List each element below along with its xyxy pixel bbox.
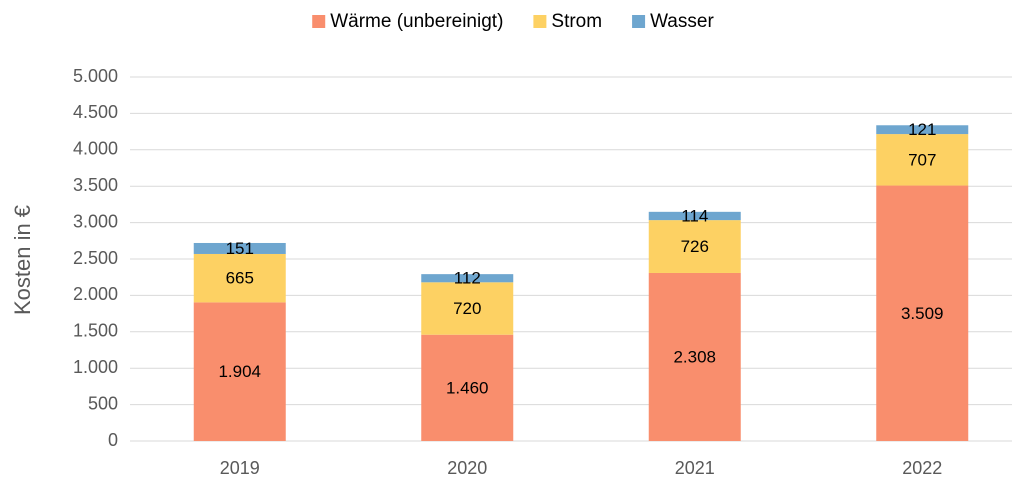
bar-segment (421, 282, 514, 335)
bar-segment (193, 302, 286, 441)
legend-swatch (632, 15, 646, 28)
bar-segment (876, 125, 969, 135)
data-label: 121 (908, 120, 936, 139)
y-axis-label: Kosten in € (10, 205, 35, 315)
bar-segment (193, 253, 286, 303)
data-label: 1.460 (446, 378, 489, 397)
x-tick-label: 2019 (220, 458, 260, 478)
x-tick-label: 2020 (447, 458, 487, 478)
data-label: 112 (454, 269, 481, 288)
legend-label: Strom (551, 11, 602, 32)
y-tick-label: 2.500 (73, 248, 118, 268)
y-tick-label: 1.500 (73, 321, 118, 341)
x-tick-label: 2021 (675, 458, 715, 478)
data-label: 2.308 (673, 347, 716, 366)
y-tick-label: 3.000 (73, 211, 118, 231)
bar-segment (648, 211, 741, 221)
bar-segment (648, 272, 741, 441)
bar-segment (193, 242, 286, 254)
data-label: 720 (453, 299, 481, 318)
y-tick-label: 3.500 (73, 175, 118, 195)
data-label: 3.509 (901, 304, 944, 323)
legend-label: Wärme (unbereinigt) (330, 11, 503, 32)
y-tick-label: 4.000 (73, 139, 118, 159)
data-label: 1.904 (218, 362, 261, 381)
y-tick-label: 1.000 (73, 357, 118, 377)
legend-swatch (312, 15, 326, 28)
x-tick-label: 2022 (902, 458, 942, 478)
legend-swatch (533, 15, 547, 28)
data-label: 726 (681, 237, 709, 256)
y-tick-label: 500 (88, 393, 118, 413)
y-tick-label: 0 (108, 430, 118, 450)
bar-segment (876, 134, 969, 186)
y-tick-label: 2.000 (73, 284, 118, 304)
data-label: 151 (226, 239, 254, 258)
bar-segment (648, 220, 741, 273)
bar-segment (876, 185, 969, 441)
y-tick-label: 5.000 (73, 66, 118, 86)
y-tick-label: 4.500 (73, 102, 118, 122)
legend-label: Wasser (650, 11, 714, 32)
data-label: 114 (681, 206, 708, 225)
bar-segment (421, 274, 514, 283)
bar-segment (421, 334, 514, 441)
data-label: 707 (908, 150, 936, 169)
data-label: 665 (226, 269, 254, 288)
